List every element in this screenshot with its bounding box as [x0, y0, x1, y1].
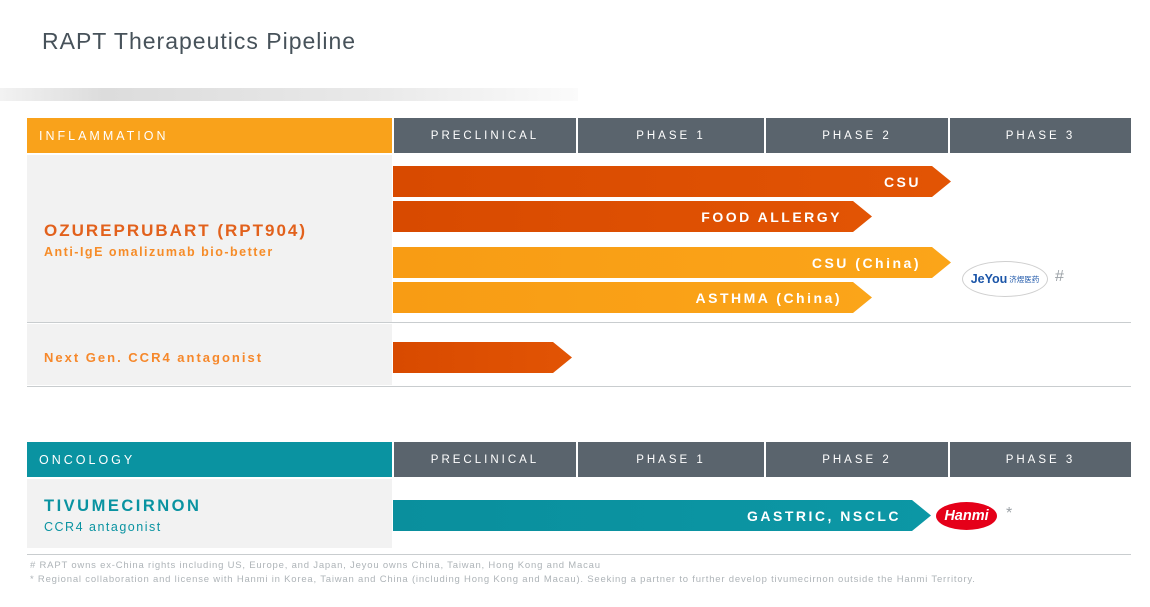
phase-header-phase2: PHASE 2	[766, 118, 948, 153]
oncology-section-header: ONCOLOGY	[27, 442, 392, 477]
phase-header-preclinical: PRECLINICAL	[394, 442, 576, 477]
jeyou-logo-text: JeYou	[970, 272, 1008, 286]
bar-csu: CSU	[393, 166, 951, 197]
hanmi-partner-logo: Hanmi	[936, 502, 997, 530]
program-name-nextgen-ccr4: Next Gen. CCR4 antagonist	[44, 350, 264, 365]
phase-header-phase1: PHASE 1	[578, 442, 764, 477]
oncology-section-label: ONCOLOGY	[39, 452, 136, 467]
jeyou-partner-logo: JeYou 济煜医药	[962, 261, 1048, 297]
phase-header-phase2: PHASE 2	[766, 442, 948, 477]
page-title: RAPT Therapeutics Pipeline	[42, 28, 357, 54]
phase-header-phase3: PHASE 3	[950, 442, 1131, 477]
title-underline-shadow	[0, 88, 578, 101]
row-divider	[27, 322, 1131, 323]
tivumecirnon-row-background	[27, 479, 392, 548]
inflammation-section-header: INFLAMMATION	[27, 118, 392, 153]
program-name-tivumecirnon: TIVUMECIRNON	[44, 497, 202, 515]
nextgen-row-background	[27, 324, 392, 385]
inflammation-section-label: INFLAMMATION	[39, 128, 169, 143]
phase-header-phase1: PHASE 1	[578, 118, 764, 153]
ozureprubart-row-background	[27, 155, 392, 322]
bar-csu-china: CSU (China)	[393, 247, 951, 278]
bar-food-allergy: FOOD ALLERGY	[393, 201, 872, 232]
program-subtitle-ozureprubart: Anti-IgE omalizumab bio-better	[44, 245, 274, 259]
program-name-ozureprubart: OZUREPRUBART (RPT904)	[44, 221, 308, 240]
bar-nextgen-ccr4	[393, 342, 572, 373]
footnote-jeyou: # RAPT owns ex-China rights including US…	[30, 560, 601, 571]
phase-header-preclinical: PRECLINICAL	[394, 118, 576, 153]
bar-asthma-china: ASTHMA (China)	[393, 282, 872, 313]
jeyou-logo-cjk-text: 济煜医药	[1009, 274, 1040, 284]
program-subtitle-tivumecirnon: CCR4 antagonist	[44, 520, 162, 534]
phase-header-phase3: PHASE 3	[950, 118, 1131, 153]
footnote-hanmi: * Regional collaboration and license wit…	[30, 574, 976, 585]
bar-gastric-nsclc: GASTRIC, NSCLC	[393, 500, 931, 531]
row-divider	[27, 386, 1131, 387]
jeyou-footnote-mark: #	[1055, 268, 1064, 285]
hanmi-footnote-mark: *	[1006, 505, 1013, 522]
footnote-divider	[27, 554, 1131, 555]
